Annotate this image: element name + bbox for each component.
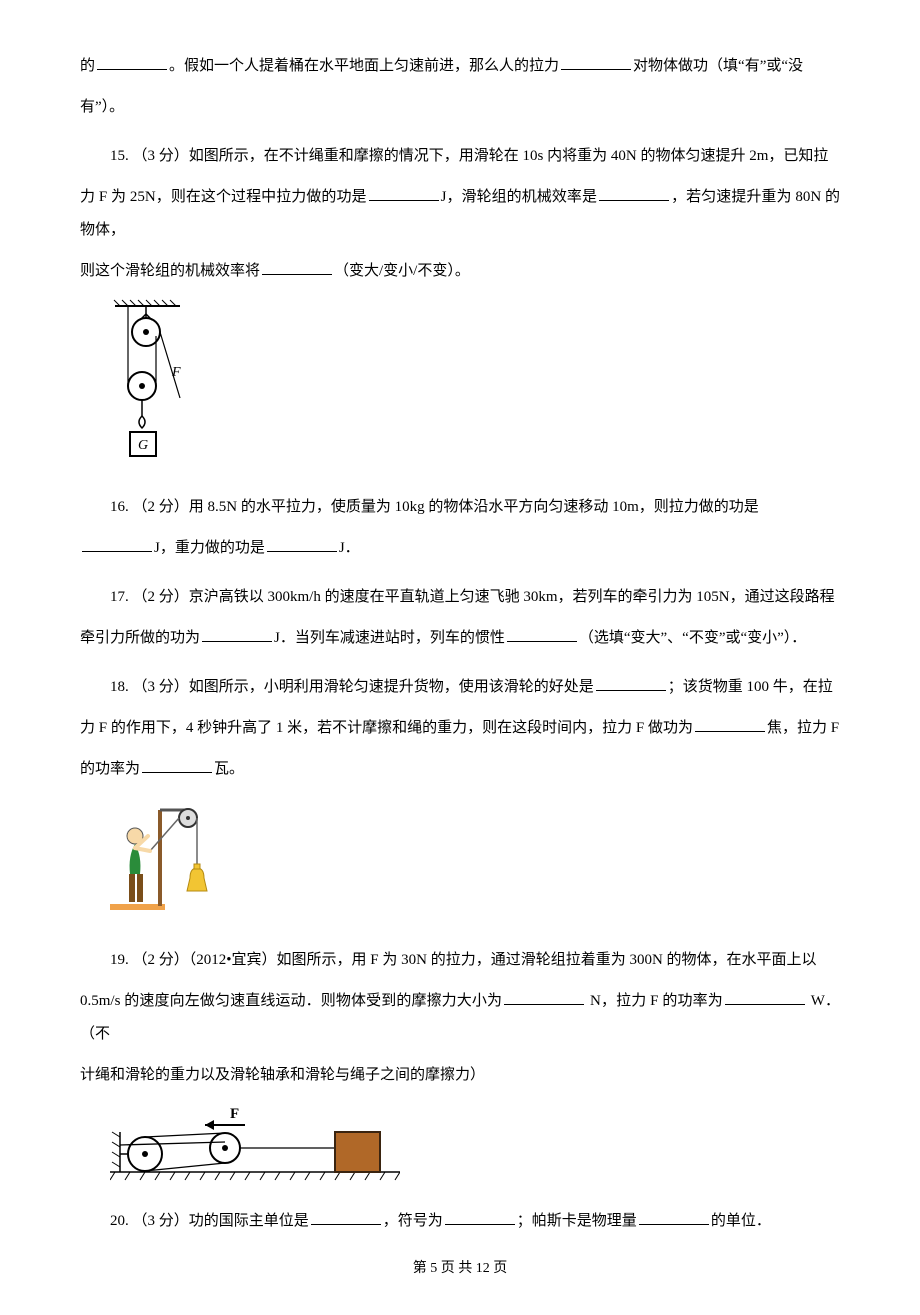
text: 如图所示，在不计绳重和摩擦的情况下，用滑轮在 10s 内将重为 40N 的物体匀… [189,148,829,164]
horizontal-pulley-diagram-icon: F [110,1102,400,1187]
points: （2 分） [133,589,189,605]
text: 力 F 为 25N，则在这个过程中拉力做的功是 [80,189,367,205]
blank [639,1209,709,1225]
q18-p1: 18. （3 分）如图所示，小明利用滑轮匀速提升货物，使用该滑轮的好处是 ；该货物… [80,671,840,704]
label-F: F [171,365,181,380]
blank [267,536,337,552]
question-number: 18. [110,679,129,695]
q15-p2: 力 F 为 25N，则在这个过程中拉力做的功是J，滑轮组的机械效率是，若匀速提升… [80,181,840,247]
text: 京沪高铁以 300km/h 的速度在平直轨道上匀速飞驰 30km，若列车的牵引力… [189,589,835,605]
blank [445,1209,515,1225]
text: ，符号为 [383,1213,443,1229]
text: 焦，拉力 F [767,720,839,736]
q18-figure [80,796,840,926]
blank [142,757,212,773]
text: J，重力做的功是 [154,540,265,556]
blank [82,536,152,552]
points: （3 分） [133,1213,189,1229]
text: 的 [80,58,95,74]
text: J．当列车减速进站时，列车的惯性 [274,630,505,646]
q16-p2: J，重力做的功是 J． [80,532,840,565]
q19-p3: 计绳和滑轮的重力以及滑轮轴承和滑轮与绳子之间的摩擦力） [80,1059,840,1092]
q15-p3: 则这个滑轮组的机械效率将 （变大/变小/不变）。 [80,255,840,288]
source: （2012•宜宾） [189,952,277,968]
blank [599,185,669,201]
points: （3 分） [133,148,189,164]
question-number: 16. [110,499,129,515]
text: J． [339,540,360,556]
text: 的单位． [711,1213,771,1229]
text: 用 8.5N 的水平拉力，使质量为 10kg 的物体沿水平方向匀速移动 10m，… [189,499,759,515]
blank [97,54,167,70]
text: 对物体做功（填“有”或“没 [633,58,803,74]
blank [561,54,631,70]
q17-p2: 牵引力所做的功为 J．当列车减速进站时，列车的惯性 （选填“变大”、“不变”或“变小… [80,622,840,655]
label-G: G [138,438,148,453]
q18-p3: 的功率为 瓦。 [80,753,840,786]
text: 有”）。 [80,99,124,115]
q14-line2: 有”）。 [80,91,840,124]
question-number: 15. [110,148,129,164]
person-pulley-diagram-icon [110,796,220,926]
text: 牵引力所做的功为 [80,630,200,646]
label-F: F [230,1106,239,1122]
page-footer: 第 5 页 共 12 页 [80,1254,840,1285]
question-number: 17. [110,589,129,605]
footer-text: 第 5 页 共 12 页 [413,1261,508,1276]
blank [596,675,666,691]
text: 如图所示，用 F 为 30N 的拉力，通过滑轮组拉着重为 300N 的物体，在水… [277,952,817,968]
text: ；帕斯卡是物理量 [517,1213,637,1229]
q17-p1: 17. （2 分）京沪高铁以 300km/h 的速度在平直轨道上匀速飞驰 30k… [80,581,840,614]
pulley-diagram-icon: F G [110,298,200,473]
text: （选填“变大”、“不变”或“变小”）． [579,630,806,646]
points: （3 分） [133,679,189,695]
question-number: 19. [110,952,129,968]
q15-p1: 15. （3 分）如图所示，在不计绳重和摩擦的情况下，用滑轮在 10s 内将重为… [80,140,840,173]
text: 的功率为 [80,761,140,777]
q16-p1: 16. （2 分）用 8.5N 的水平拉力，使质量为 10kg 的物体沿水平方向… [80,491,840,524]
blank [202,626,272,642]
text: 瓦。 [214,761,244,777]
points: （2 分） [133,499,189,515]
blank [262,259,332,275]
q19-p2: 0.5m/s 的速度向左做匀速直线运动．则物体受到的摩擦力大小为 N，拉力 F … [80,985,840,1051]
question-number: 20. [110,1213,129,1229]
blank [504,989,584,1005]
text: N，拉力 F 的功率为 [586,993,723,1009]
text: 计绳和滑轮的重力以及滑轮轴承和滑轮与绳子之间的摩擦力） [80,1067,485,1083]
text: 如图所示，小明利用滑轮匀速提升货物，使用该滑轮的好处是 [189,679,594,695]
blank [311,1209,381,1225]
q19-figure: F [80,1102,840,1187]
q20-p1: 20. （3 分）功的国际主单位是 ，符号为 ；帕斯卡是物理量 的单位． [80,1205,840,1238]
q19-p1: 19. （2 分）（2012•宜宾）如图所示，用 F 为 30N 的拉力，通过滑… [80,944,840,977]
blank [369,185,439,201]
text: （变大/变小/不变）。 [334,263,470,279]
text: 功的国际主单位是 [189,1213,309,1229]
text: 。假如一个人提着桶在水平地面上匀速前进，那么人的拉力 [169,58,559,74]
blank [695,716,765,732]
text: 0.5m/s 的速度向左做匀速直线运动．则物体受到的摩擦力大小为 [80,993,502,1009]
text: J，滑轮组的机械效率是 [441,189,597,205]
blank [507,626,577,642]
q18-p2: 力 F 的作用下，4 秒钟升高了 1 米，若不计摩擦和绳的重力，则在这段时间内，… [80,712,840,745]
q15-figure: F G [80,298,840,473]
text: 则这个滑轮组的机械效率将 [80,263,260,279]
blank [725,989,805,1005]
points: （2 分） [133,952,189,968]
q14-line1: 的 。假如一个人提着桶在水平地面上匀速前进，那么人的拉力 对物体做功（填“有”或“没 [80,50,840,83]
text: 力 F 的作用下，4 秒钟升高了 1 米，若不计摩擦和绳的重力，则在这段时间内，… [80,720,693,736]
text: ；该货物重 100 牛，在拉 [668,679,833,695]
